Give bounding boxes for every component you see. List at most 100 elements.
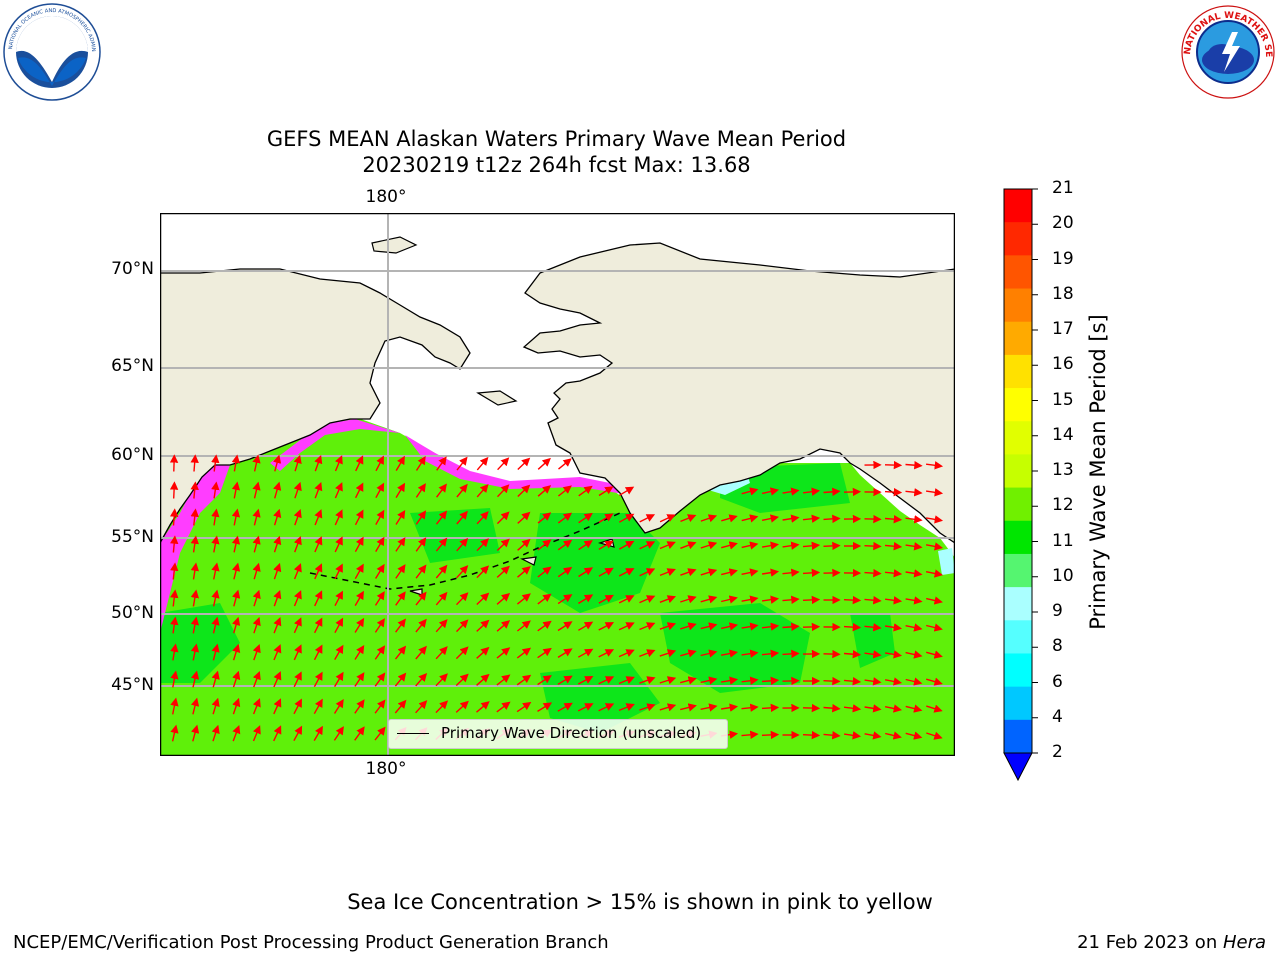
wave-arrow <box>476 456 489 471</box>
wave-arrow <box>578 540 593 551</box>
wave-arrow <box>905 460 923 470</box>
wave-arrow <box>190 508 199 526</box>
wave-arrow <box>435 510 448 525</box>
colorbar-tick-label: 11 <box>1052 530 1074 551</box>
colorbar-tick-label: 8 <box>1052 636 1063 657</box>
wave-arrow <box>496 565 510 578</box>
wave-arrow <box>864 650 882 659</box>
wave-arrow <box>415 672 428 687</box>
wave-arrow <box>905 569 923 578</box>
wave-arrow <box>496 647 511 659</box>
wave-arrow <box>496 592 511 605</box>
wave-arrow <box>680 649 697 658</box>
wave-arrow <box>843 677 862 686</box>
wave-arrow <box>211 589 220 607</box>
lat-label-70: 70°N <box>111 259 154 279</box>
wave-arrow <box>598 703 615 712</box>
wave-arrow <box>557 485 572 497</box>
colorbar-segment <box>1004 189 1032 223</box>
wave-arrow <box>639 568 656 577</box>
wave-arrow <box>905 488 923 497</box>
wave-arrow <box>354 726 365 741</box>
nws-logo: NATIONAL WEATHER SERVICE <box>1178 2 1275 99</box>
wave-arrow <box>598 649 615 658</box>
wave-arrow <box>721 541 738 550</box>
wave-arrow <box>476 701 490 713</box>
wave-arrow <box>577 703 594 712</box>
colorbar-tick-label: 13 <box>1052 460 1074 480</box>
wave-arrow <box>598 594 614 604</box>
wave-arrow <box>354 644 365 660</box>
wave-arrow <box>252 562 261 580</box>
wave-arrow <box>273 616 282 634</box>
wave-arrow <box>314 590 323 607</box>
wave-arrow <box>659 622 677 631</box>
wave-arrow <box>741 541 759 550</box>
wave-arrow <box>884 542 903 551</box>
wave-arrow <box>659 649 677 658</box>
wave-arrow <box>190 697 200 715</box>
wave-arrow <box>577 676 594 685</box>
wave-arrow <box>680 703 697 712</box>
wave-arrow <box>170 562 179 580</box>
wave-arrow <box>905 542 923 551</box>
wave-arrow <box>823 676 841 686</box>
wave-arrow <box>496 538 510 552</box>
wave-arrow <box>782 622 800 632</box>
wave-arrow <box>456 456 468 471</box>
wave-arrow <box>537 620 552 632</box>
wave-arrow <box>926 461 944 470</box>
wave-arrow <box>232 670 241 688</box>
wave-arrow <box>355 455 364 472</box>
wave-arrow <box>476 673 490 686</box>
wave-arrow <box>273 589 282 607</box>
wave-arrow <box>456 510 468 525</box>
wave-arrow <box>211 643 220 661</box>
map-frame <box>160 213 955 756</box>
wave-arrow <box>476 646 490 659</box>
wave-arrow <box>823 731 841 740</box>
wave-arrow <box>415 618 427 633</box>
wave-arrow <box>435 537 448 552</box>
wave-arrow <box>394 699 407 714</box>
wave-arrow <box>700 622 718 631</box>
wave-arrow <box>496 511 510 525</box>
colorbar-tick-label: 10 <box>1052 565 1074 586</box>
colorbar-segment <box>1004 686 1032 721</box>
colorbar-segment <box>1004 354 1032 389</box>
wave-arrow <box>517 511 531 524</box>
wave-arrow <box>639 622 656 631</box>
wave-arrow <box>375 536 385 552</box>
colorbar-tick-label: 12 <box>1052 495 1074 516</box>
wave-arrow <box>169 508 179 526</box>
wave-arrow <box>476 511 489 525</box>
wave-arrow <box>884 623 903 632</box>
wave-arrow <box>905 515 923 524</box>
wave-arrow <box>374 726 386 741</box>
lat-label-65: 65°N <box>111 356 154 376</box>
wave-arrow <box>169 481 179 499</box>
colorbar-tick-label: 18 <box>1052 283 1074 304</box>
wave-arrow <box>436 483 447 498</box>
wave-arrow <box>496 701 511 713</box>
wave-arrow <box>761 622 780 631</box>
wave-arrow <box>926 704 943 713</box>
wave-arrow <box>190 616 200 634</box>
colorbar-tick-label: 16 <box>1052 354 1074 375</box>
wave-arrow <box>190 562 200 580</box>
wave-arrow <box>618 649 635 658</box>
wave-arrow <box>926 623 943 632</box>
colorbar-extend-triangle <box>1003 752 1033 782</box>
wave-arrow <box>252 481 261 499</box>
wave-arrow <box>680 676 697 685</box>
wave-arrow <box>720 703 739 712</box>
wave-arrow <box>231 481 241 499</box>
wave-arrow <box>537 566 552 578</box>
wave-arrow <box>557 594 573 605</box>
wave-arrow <box>741 649 759 658</box>
colorbar-title: Primary Wave Mean Period [s] <box>1086 314 1110 630</box>
wave-arrow <box>884 514 903 524</box>
wave-arrow <box>843 595 862 605</box>
wave-arrow <box>782 487 800 496</box>
wave-arrow <box>639 676 656 685</box>
